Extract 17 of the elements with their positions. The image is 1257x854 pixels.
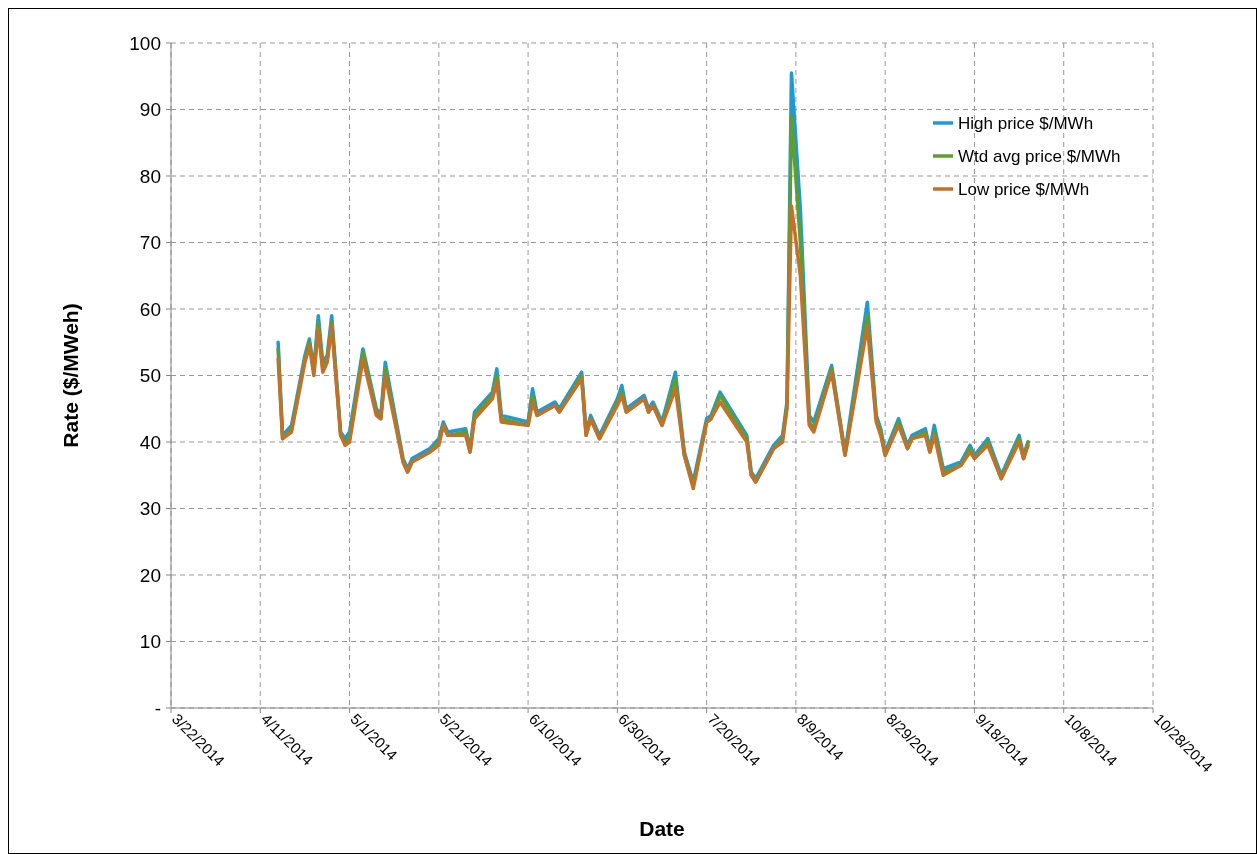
y-tick-label: 90 <box>139 99 161 121</box>
y-tick-label: 10 <box>139 631 161 653</box>
y-tick-label: 80 <box>139 165 161 187</box>
legend-label: Low price $/MWh <box>958 179 1090 199</box>
y-tick-label: 20 <box>139 564 161 586</box>
y-tick-label: 40 <box>139 431 161 453</box>
y-tick-label: - <box>154 697 161 719</box>
y-tick-label: 60 <box>139 298 161 320</box>
y-axis-title: Rate ($/MWeh) <box>59 303 82 448</box>
legend-label: High price $/MWh <box>958 113 1094 133</box>
y-tick-label: 100 <box>129 32 161 54</box>
x-axis-title: Date <box>639 817 685 840</box>
y-tick-label: 30 <box>139 498 161 520</box>
y-tick-label: 70 <box>139 232 161 254</box>
line-series <box>276 204 1030 491</box>
y-tick-label: 50 <box>139 365 161 387</box>
legend-label: Wtd avg price $/MWh <box>958 146 1121 166</box>
